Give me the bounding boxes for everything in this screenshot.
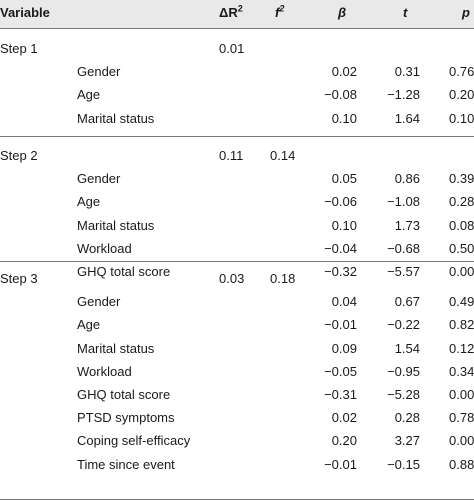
row-variable: GHQ total score xyxy=(77,264,171,279)
row-p: 0.12 xyxy=(449,341,474,356)
step-label: Step 3 xyxy=(0,271,38,286)
row-p: 0.08 xyxy=(449,218,474,233)
row-variable: Marital status xyxy=(77,218,155,233)
row-beta: 0.10 xyxy=(331,111,357,126)
row-variable: PTSD symptoms xyxy=(77,410,175,425)
row-variable: Age xyxy=(77,87,101,102)
row-variable: Gender xyxy=(77,294,121,309)
step-delta-r2: 0.03 xyxy=(219,271,245,286)
row-variable: Gender xyxy=(77,64,121,79)
row-p: 0.39 xyxy=(449,171,474,186)
row-p: 0.00 xyxy=(449,387,474,402)
table-header: Variable ΔR2 f2 β t p xyxy=(0,0,474,28)
header-beta: β xyxy=(338,5,347,20)
row-divider xyxy=(0,261,474,262)
row-t: 0.28 xyxy=(394,410,420,425)
row-variable: Age xyxy=(77,317,101,332)
row-variable: Marital status xyxy=(77,341,155,356)
row-p: 0.78 xyxy=(449,410,474,425)
step-delta-r2: 0.01 xyxy=(219,41,245,56)
row-variable: Coping self-efficacy xyxy=(77,433,191,448)
row-p: 0.50 xyxy=(449,241,474,256)
row-t: −5.28 xyxy=(387,387,420,402)
row-t: −0.15 xyxy=(387,457,420,472)
row-p: 0.82 xyxy=(449,317,474,332)
row-beta: −0.04 xyxy=(324,241,357,256)
row-p: 0.20 xyxy=(449,87,474,102)
row-beta: 0.10 xyxy=(331,218,357,233)
row-beta: 0.04 xyxy=(331,294,357,309)
row-variable: Marital status xyxy=(77,111,155,126)
row-t: −1.28 xyxy=(387,87,420,102)
row-beta: −0.06 xyxy=(324,194,357,209)
row-t: −0.22 xyxy=(387,317,420,332)
row-beta: 0.05 xyxy=(331,171,357,186)
row-variable: Workload xyxy=(77,241,132,256)
row-variable: Age xyxy=(77,194,101,209)
row-t: 1.73 xyxy=(394,218,420,233)
row-beta: −0.01 xyxy=(324,317,357,332)
row-beta: −0.31 xyxy=(324,387,357,402)
row-beta: 0.09 xyxy=(331,341,357,356)
row-p: 0.00 xyxy=(449,264,474,279)
row-beta: −0.32 xyxy=(324,264,357,279)
row-t: −0.95 xyxy=(387,364,420,379)
row-beta: −0.01 xyxy=(324,457,357,472)
header-t: t xyxy=(403,5,408,20)
row-variable: Workload xyxy=(77,364,132,379)
row-t: 3.27 xyxy=(394,433,420,448)
header-delta-r2: ΔR2 xyxy=(219,3,243,20)
row-t: −0.68 xyxy=(387,241,420,256)
row-t: 0.31 xyxy=(394,64,420,79)
row-t: −1.08 xyxy=(387,194,420,209)
row-p: 0.49 xyxy=(449,294,474,309)
row-beta: 0.02 xyxy=(331,410,357,425)
row-beta: 0.20 xyxy=(331,433,357,448)
row-t: 0.86 xyxy=(394,171,420,186)
row-t: 1.54 xyxy=(394,341,420,356)
row-t: 1.64 xyxy=(394,111,420,126)
row-variable: GHQ total score xyxy=(77,387,171,402)
row-variable: Gender xyxy=(77,171,121,186)
header-variable: Variable xyxy=(0,5,50,20)
step-delta-r2: 0.11 xyxy=(219,148,244,163)
row-divider xyxy=(0,136,474,137)
step-label: Step 2 xyxy=(0,148,38,163)
step-f2: 0.14 xyxy=(270,148,296,163)
step-f2: 0.18 xyxy=(270,271,296,286)
row-p: 0.28 xyxy=(449,194,474,209)
step-label: Step 1 xyxy=(0,41,38,56)
row-t: −5.57 xyxy=(387,264,420,279)
row-p: 0.10 xyxy=(449,111,474,126)
header-p: p xyxy=(462,5,470,20)
row-beta: −0.08 xyxy=(324,87,357,102)
row-variable: Time since event xyxy=(77,457,175,472)
row-p: 0.76 xyxy=(449,64,474,79)
row-divider xyxy=(0,28,474,29)
row-t: 0.67 xyxy=(394,294,420,309)
row-beta: 0.02 xyxy=(331,64,357,79)
row-p: 0.34 xyxy=(449,364,474,379)
row-p: 0.88 xyxy=(449,457,474,472)
header-f2: f2 xyxy=(275,3,285,20)
row-p: 0.00 xyxy=(449,433,474,448)
row-beta: −0.05 xyxy=(324,364,357,379)
